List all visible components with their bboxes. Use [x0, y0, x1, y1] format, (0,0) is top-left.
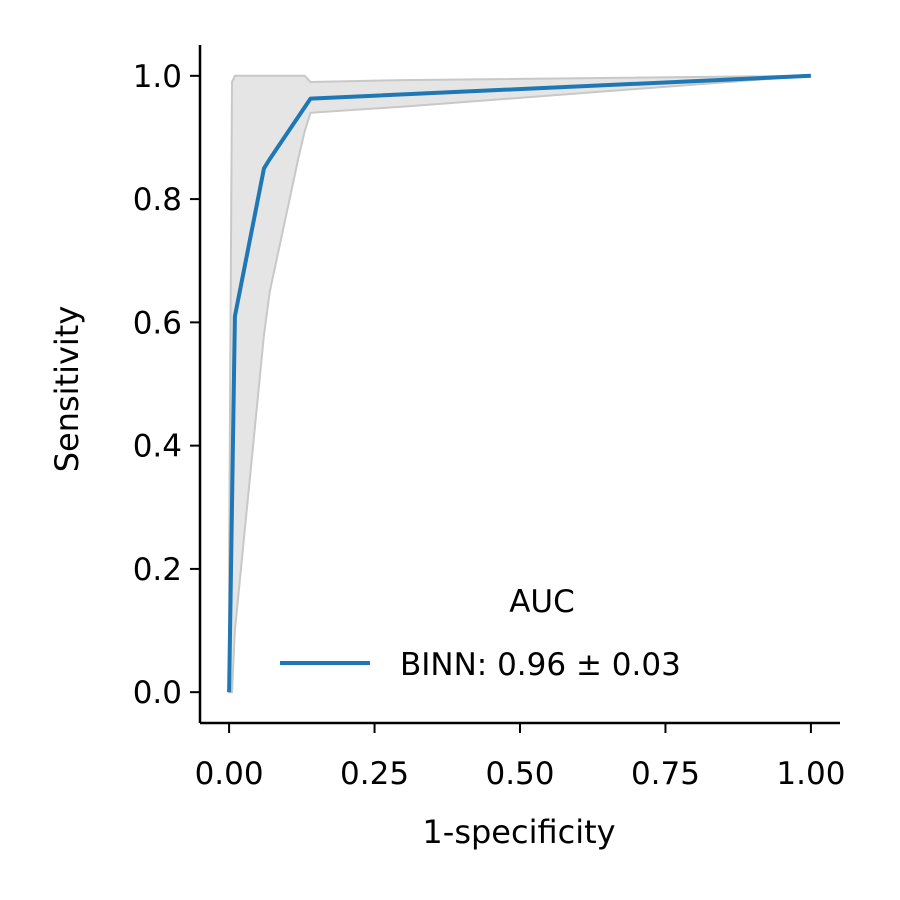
y-tick-label: 0.4 [133, 429, 182, 465]
y-tick-label: 0.8 [133, 182, 182, 218]
y-tick-label: 0.2 [133, 552, 182, 588]
confidence-band-layer [228, 74, 811, 694]
x-axis-label: 1-specificity [422, 813, 615, 851]
x-tick-label: 0.50 [485, 756, 554, 792]
series-line-0 [227, 73, 811, 693]
x-tick-label: 1.00 [776, 756, 845, 792]
y-tick-label: 1.0 [133, 59, 182, 95]
x-tick-label: 0.75 [631, 756, 700, 792]
ticks-layer: 0.00 0.25 0.50 0.75 1.00 0.0 0.2 0.4 0.6 0.8 1.0 [133, 59, 846, 792]
confidence-band [228, 74, 811, 694]
legend-title: AUC [509, 584, 575, 620]
legend: AUC BINN: 0.96 ± 0.03 [280, 584, 681, 683]
x-tick-label: 0.00 [195, 756, 264, 792]
y-axis-label: Sensitivity [48, 306, 86, 473]
y-tick-label: 0.0 [133, 675, 182, 711]
series-line-layer [227, 73, 811, 693]
y-tick-label: 0.6 [133, 305, 182, 341]
legend-entry-binn: BINN: 0.96 ± 0.03 [400, 647, 681, 683]
x-tick-label: 0.25 [340, 756, 409, 792]
